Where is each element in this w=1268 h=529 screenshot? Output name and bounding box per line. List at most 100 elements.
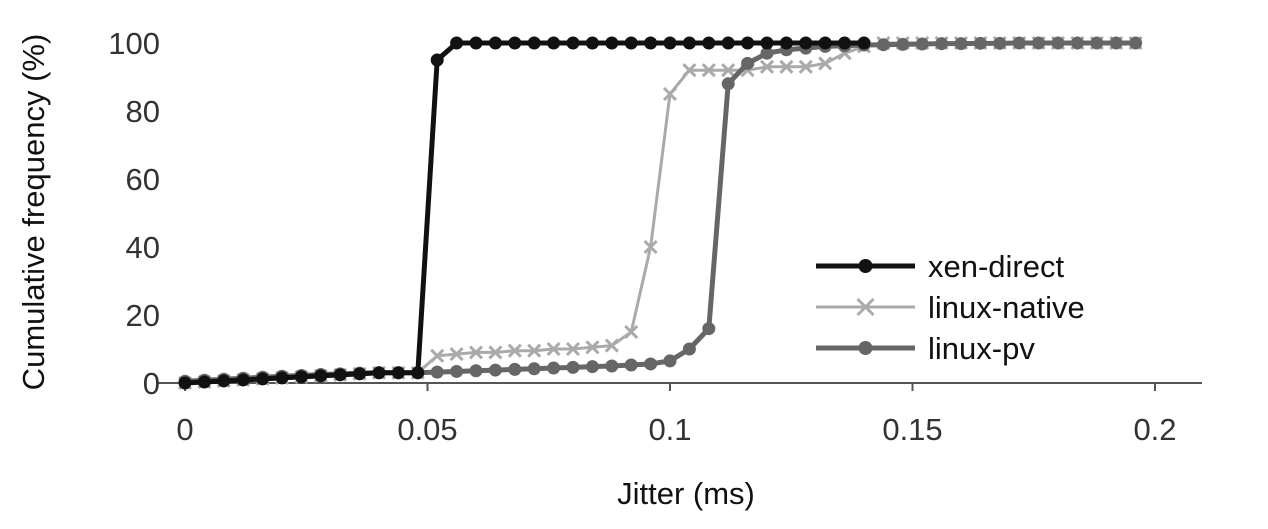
data-point-linux-native: [507, 343, 522, 358]
data-point-linux-pv: [741, 56, 755, 70]
data-point-xen-direct: [256, 372, 270, 386]
data-point-xen-direct: [721, 36, 735, 50]
marker-stroke: [468, 345, 484, 360]
x-tick-label: 0: [176, 412, 193, 447]
legend-marker-linux-native: [856, 297, 875, 317]
data-point-linux-pv: [954, 37, 968, 51]
data-point-linux-pv: [508, 362, 522, 376]
data-point-linux-native: [701, 63, 716, 78]
data-point-linux-pv: [973, 36, 987, 50]
marker-stroke: [662, 86, 678, 102]
marker-stroke: [779, 59, 794, 74]
data-point-linux-native: [468, 345, 484, 360]
data-point-linux-pv: [1129, 36, 1143, 50]
data-point-xen-direct: [857, 36, 871, 50]
data-point-linux-pv: [624, 358, 638, 372]
data-point-xen-direct: [450, 36, 464, 50]
data-point-linux-native: [585, 340, 600, 355]
data-point-linux-pv: [605, 359, 619, 373]
data-point-xen-direct: [566, 36, 580, 50]
x-tick-label: 0.05: [397, 412, 457, 447]
data-point-linux-native: [430, 348, 445, 363]
marker-stroke: [430, 348, 445, 363]
y-tick-label: 20: [126, 298, 160, 333]
data-point-linux-pv: [682, 342, 696, 356]
axes: 0 0.05 0.1 0.15 0.2 0 20 40 60 80 100: [108, 26, 1202, 447]
data-point-linux-pv: [1109, 36, 1123, 50]
marker-stroke: [798, 59, 813, 74]
data-point-linux-pv: [915, 37, 929, 51]
marker-stroke: [682, 63, 697, 78]
data-point-linux-native: [643, 239, 658, 255]
data-point-linux-pv: [644, 357, 658, 371]
data-point-xen-direct: [779, 36, 793, 50]
data-point-xen-direct: [605, 36, 619, 50]
y-tick-label: 100: [108, 26, 160, 61]
data-point-linux-pv: [993, 36, 1007, 50]
marker-stroke: [565, 341, 581, 357]
y-axis-title: Cumulative frequency (%): [16, 34, 51, 391]
data-point-xen-direct: [682, 36, 696, 50]
data-point-linux-pv: [1070, 36, 1084, 50]
data-point-linux-native: [624, 324, 639, 340]
y-tick-label: 60: [126, 162, 160, 197]
data-point-xen-direct: [275, 371, 289, 385]
legend-label-xen-direct: xen-direct: [928, 249, 1064, 284]
y-tick-label: 80: [126, 94, 160, 129]
data-point-linux-pv: [760, 46, 774, 60]
data-point-xen-direct: [547, 36, 561, 50]
legend-marker-xen-direct: [858, 259, 873, 273]
data-point-linux-pv: [430, 365, 444, 379]
marker-stroke: [604, 338, 619, 353]
data-point-linux-pv: [876, 38, 890, 52]
data-point-linux-native: [818, 56, 833, 71]
data-point-linux-pv: [1032, 36, 1046, 50]
data-point-linux-pv: [1012, 36, 1026, 50]
series-line-xen-direct: [184, 40, 864, 386]
legend: xen-direct linux-native linux-pv: [816, 249, 1085, 366]
x-tick-label: 0.15: [882, 412, 942, 447]
marker-stroke: [585, 340, 600, 355]
data-point-xen-direct: [585, 36, 599, 50]
data-point-linux-pv: [585, 360, 599, 374]
data-point-linux-pv: [663, 354, 677, 368]
data-point-linux-pv: [566, 360, 580, 374]
data-point-linux-native: [565, 341, 581, 357]
legend-label-linux-pv: linux-pv: [928, 331, 1035, 366]
data-point-linux-native: [488, 345, 503, 360]
data-point-linux-native: [682, 63, 697, 78]
y-tick-label: 0: [143, 366, 160, 401]
data-point-xen-direct: [799, 36, 813, 50]
data-point-linux-pv: [469, 364, 483, 378]
marker-stroke: [759, 59, 775, 74]
data-point-xen-direct: [702, 36, 716, 50]
data-point-linux-native: [546, 341, 561, 357]
marker-stroke: [721, 63, 736, 78]
data-point-linux-native: [662, 86, 678, 102]
marker-stroke: [643, 239, 658, 255]
data-point-xen-direct: [353, 367, 367, 381]
data-point-linux-pv: [450, 364, 464, 378]
x-tick-label: 0.1: [648, 412, 691, 447]
data-point-linux-native: [721, 63, 736, 78]
data-point-xen-direct: [527, 36, 541, 50]
data-point-xen-direct: [741, 36, 755, 50]
data-point-xen-direct: [488, 36, 502, 50]
data-point-xen-direct: [391, 366, 405, 380]
data-point-linux-native: [604, 338, 619, 353]
marker-stroke: [546, 341, 561, 357]
data-point-linux-pv: [721, 77, 735, 91]
series-layer: [177, 35, 1143, 391]
data-point-xen-direct: [508, 36, 522, 50]
marker-stroke: [701, 63, 716, 78]
data-point-xen-direct: [411, 366, 425, 380]
data-point-linux-pv: [1090, 36, 1104, 50]
data-point-xen-direct: [760, 36, 774, 50]
data-point-linux-native: [759, 59, 775, 74]
data-point-xen-direct: [197, 375, 211, 389]
data-point-linux-pv: [935, 37, 949, 51]
data-point-xen-direct: [818, 36, 832, 50]
data-point-xen-direct: [333, 368, 347, 382]
data-point-xen-direct: [236, 373, 250, 387]
marker-stroke: [507, 343, 522, 358]
